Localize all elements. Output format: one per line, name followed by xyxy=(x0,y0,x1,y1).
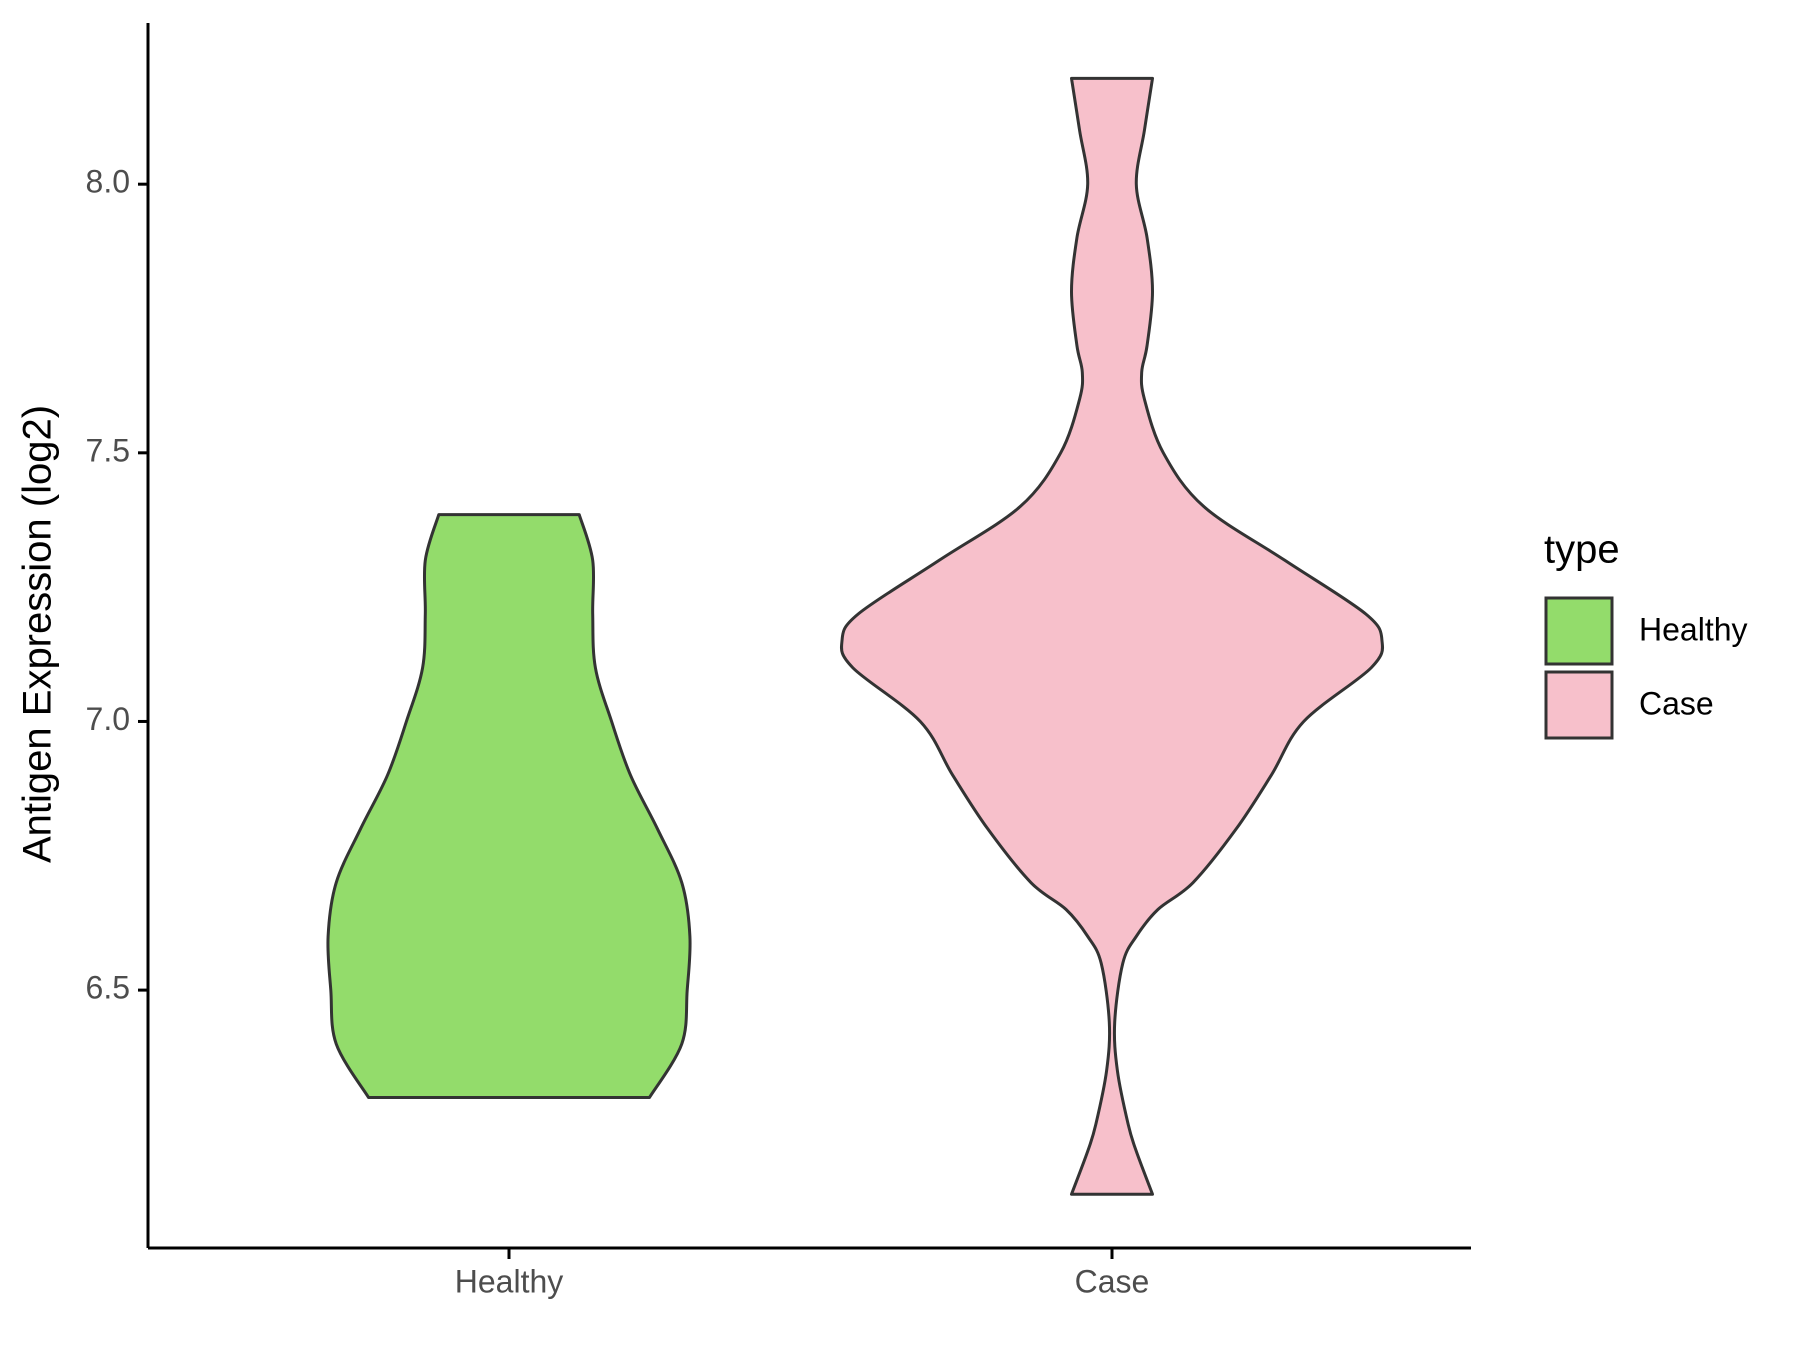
x-tick-label: Healthy xyxy=(455,1263,564,1299)
legend-swatch xyxy=(1544,596,1614,666)
y-axis-title: Antigen Expression (log2) xyxy=(16,405,60,863)
legend-label: Healthy xyxy=(1639,611,1748,647)
x-tick-label: Case xyxy=(1075,1263,1150,1299)
violin xyxy=(326,513,692,1100)
y-tick-label: 7.5 xyxy=(86,432,130,468)
legend-title: type xyxy=(1544,528,1620,572)
legend-label: Case xyxy=(1639,685,1714,721)
y-tick-label: 8.0 xyxy=(86,164,130,200)
y-tick-label: 6.5 xyxy=(86,970,130,1006)
violin xyxy=(839,76,1385,1196)
legend-swatch xyxy=(1544,670,1614,740)
y-tick-label: 7.0 xyxy=(86,701,130,737)
